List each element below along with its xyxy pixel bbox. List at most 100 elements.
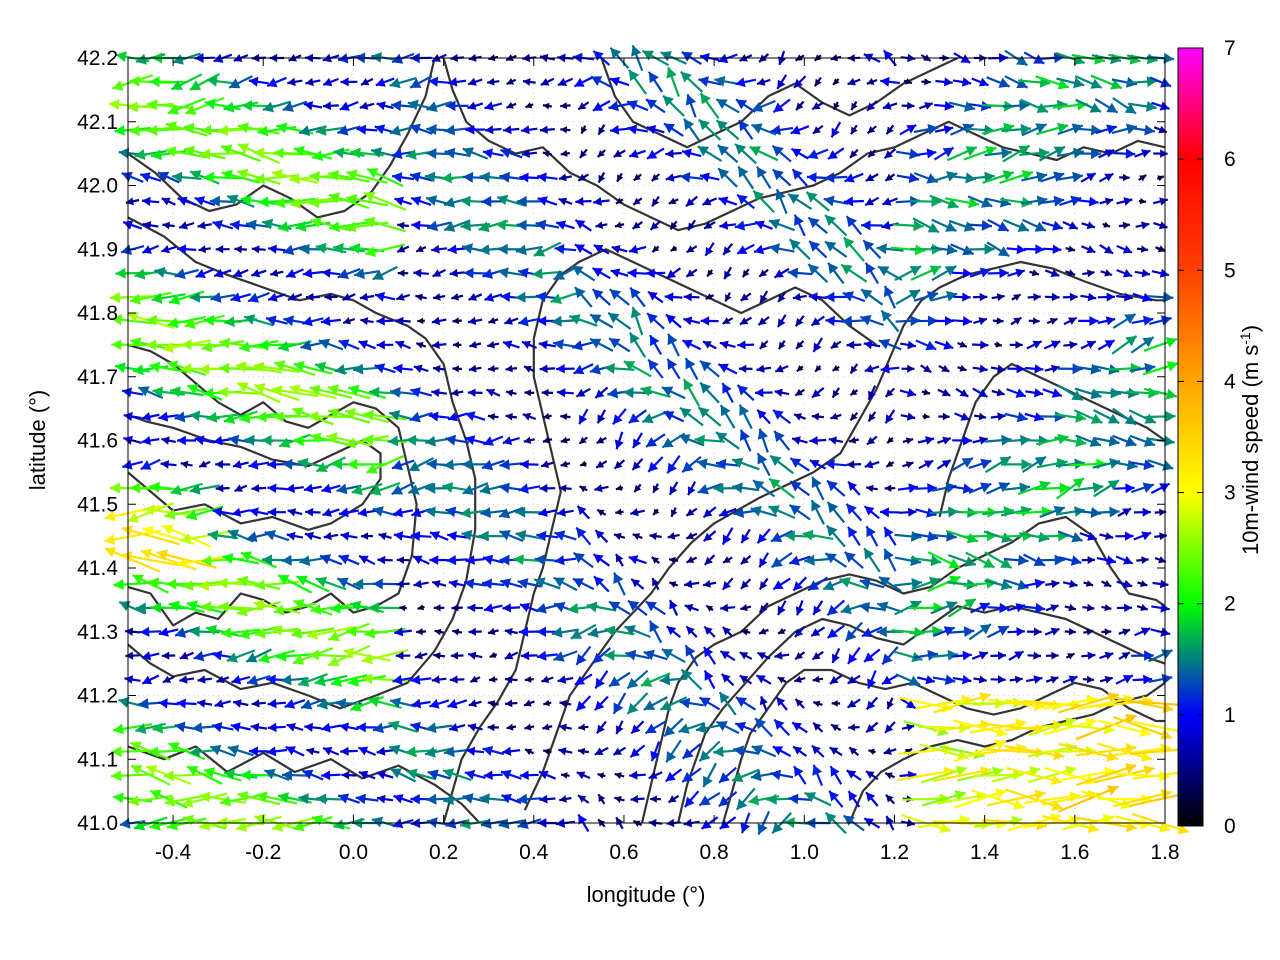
wind-vector-head — [1013, 799, 1025, 810]
wind-vector-shaft — [1004, 744, 1065, 758]
wind-vector-head — [596, 724, 605, 734]
wind-vector-head — [191, 722, 203, 734]
wind-vector — [804, 791, 832, 807]
wind-vector-head — [682, 748, 694, 759]
wind-vector-head — [699, 795, 711, 806]
wind-vector — [214, 699, 232, 708]
wind-vector-head — [216, 675, 225, 684]
wind-vector — [667, 794, 680, 804]
wind-vector-head — [197, 675, 206, 684]
wind-vector-head — [766, 793, 777, 805]
wind-vector-head — [231, 675, 242, 685]
wind-vector-head — [1143, 765, 1155, 776]
wind-vector-head — [124, 675, 134, 684]
wind-vector — [794, 698, 805, 709]
wind-vector-head — [813, 700, 821, 708]
contour-line — [523, 260, 1165, 811]
wind-vector — [718, 766, 737, 784]
wind-vector-head — [866, 724, 875, 733]
wind-vector — [376, 746, 394, 756]
wind-vector — [952, 719, 1008, 738]
wind-vector-head — [442, 768, 455, 779]
wind-vector — [735, 787, 756, 811]
wind-vector-head — [284, 699, 296, 709]
wind-vector — [390, 767, 417, 783]
wind-vector-shaft — [1075, 714, 1138, 741]
wind-vector — [539, 794, 556, 804]
wind-vector — [754, 717, 774, 738]
wind-vector-head — [678, 723, 690, 734]
wind-vector — [629, 770, 646, 780]
wind-vector-head — [501, 769, 512, 780]
wind-vector — [281, 769, 308, 781]
wind-vector — [284, 699, 306, 709]
wind-vector-head — [306, 747, 315, 756]
wind-vector — [630, 794, 645, 804]
wind-vector — [368, 696, 402, 709]
wind-vector-head — [772, 746, 784, 756]
wind-vector — [111, 770, 154, 782]
wind-vector-head — [135, 723, 147, 734]
wind-vector-head — [847, 699, 857, 708]
wind-vector-head — [240, 769, 251, 781]
wind-vector-head — [388, 720, 400, 732]
wind-vector — [953, 788, 1007, 809]
wind-vector-head — [829, 791, 839, 802]
wind-vector — [901, 723, 915, 732]
wind-vector — [577, 794, 590, 804]
wind-vector-head — [264, 768, 276, 780]
wind-vector — [1076, 743, 1137, 757]
wind-vector-head — [740, 822, 751, 834]
wind-vector-head — [650, 795, 657, 803]
wind-vector-head — [1107, 785, 1119, 796]
wind-vector-head — [1160, 729, 1172, 740]
wind-vector — [524, 748, 534, 756]
wind-vector-head — [230, 722, 241, 732]
wind-vector-head — [627, 702, 639, 714]
wind-vector-head — [660, 700, 672, 711]
wind-vector — [447, 699, 468, 709]
wind-vector-head — [128, 795, 140, 807]
wind-vector-head — [152, 722, 164, 734]
wind-vector-head — [389, 744, 401, 756]
wind-vector-head — [684, 796, 695, 807]
wind-vector-head — [1034, 789, 1046, 801]
wind-vector-head — [524, 723, 532, 731]
wind-vector-head — [447, 699, 458, 709]
wind-vector-head — [373, 722, 384, 734]
wind-vector — [427, 769, 451, 780]
wind-vector-head — [542, 723, 550, 731]
wind-vector — [411, 698, 431, 709]
contour-layer — [127, 57, 1166, 824]
wind-vector-head — [576, 771, 586, 780]
wind-vector-head — [788, 793, 799, 805]
wind-vector — [846, 769, 862, 781]
wind-vector — [468, 699, 482, 708]
wind-vector — [614, 772, 625, 779]
wind-vector-head — [615, 725, 624, 734]
wind-vector-head — [885, 724, 894, 733]
wind-vector-head — [954, 790, 966, 801]
wind-vector — [130, 764, 171, 786]
wind-vector — [883, 747, 897, 755]
wind-vector — [141, 674, 160, 685]
wind-vector — [483, 770, 503, 780]
wind-vector-head — [795, 699, 804, 707]
wind-vector-head — [631, 724, 641, 734]
wind-vector-head — [323, 747, 333, 756]
wind-vector-shaft — [1111, 696, 1174, 711]
wind-vector-head — [217, 816, 228, 828]
wind-vector-head — [199, 791, 211, 803]
wind-vector-head — [358, 770, 369, 780]
wind-vector-head — [829, 747, 839, 755]
wind-vector — [316, 793, 346, 805]
wind-vector — [1058, 742, 1119, 762]
wind-vector — [812, 700, 823, 708]
wind-vector-head — [849, 747, 858, 755]
wind-vector-head — [233, 699, 242, 708]
wind-vector — [186, 765, 223, 785]
wind-vector — [812, 764, 824, 787]
wind-vector-head — [340, 746, 349, 756]
wind-vector — [179, 675, 195, 684]
wind-vector-head — [1087, 822, 1099, 833]
